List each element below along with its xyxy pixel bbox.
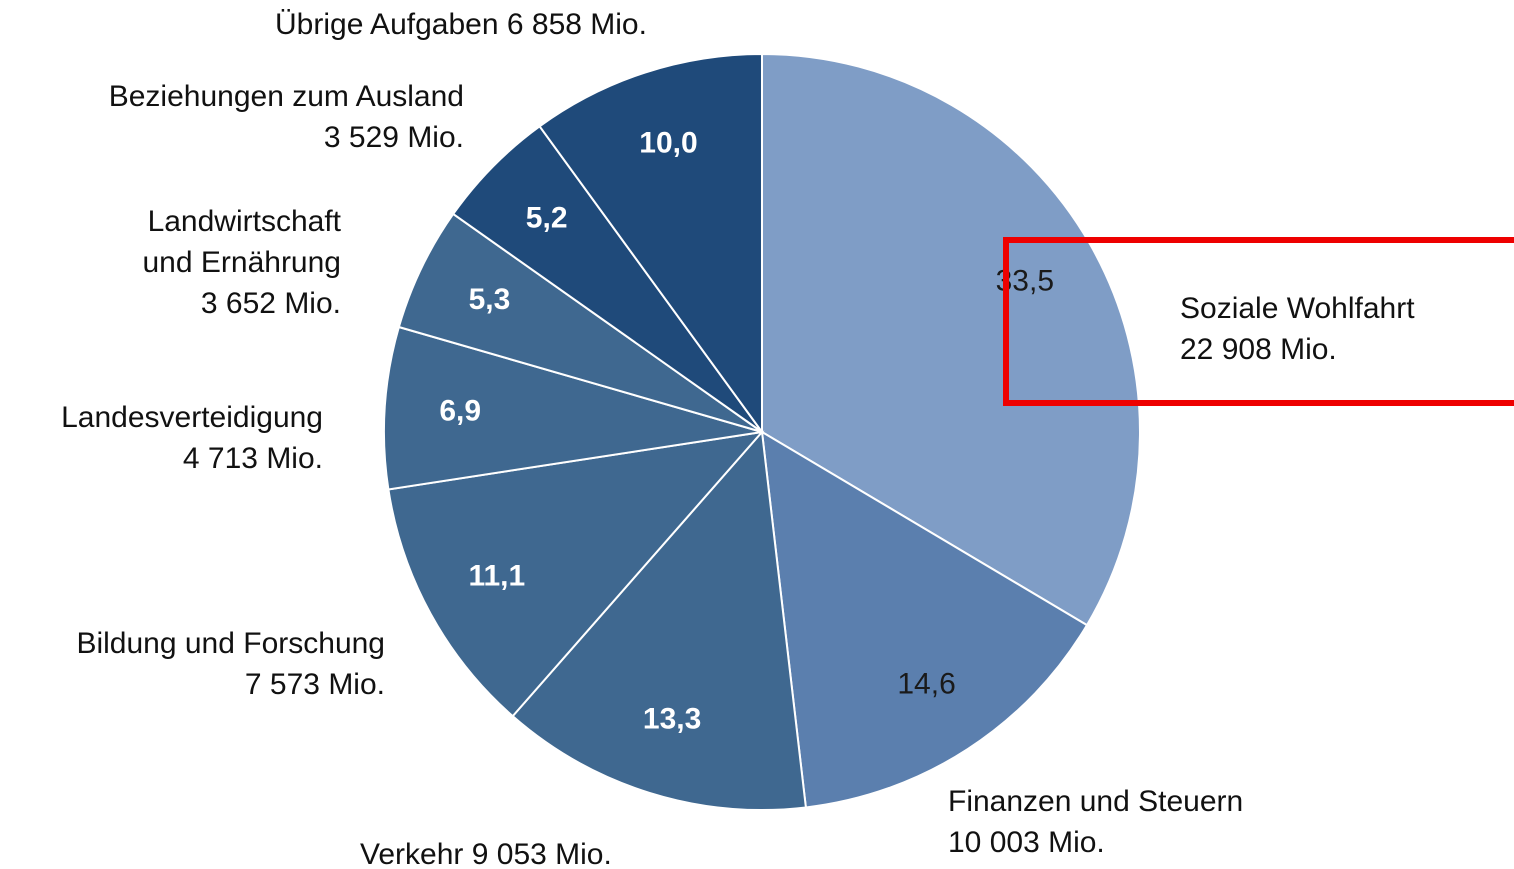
category-name: Bildung und Forschung <box>76 627 385 660</box>
slice-value-label: 14,6 <box>897 668 955 701</box>
category-amount: 4 713 Mio. <box>182 442 323 475</box>
slice-label: Soziale Wohlfahrt 22 908 Mio. <box>1180 288 1415 370</box>
category-name: Übrige Aufgaben <box>275 8 499 41</box>
category-name: Beziehungen zum Ausland <box>108 80 464 113</box>
slice-label: Bildung und Forschung 7 573 Mio. <box>76 623 385 705</box>
category-name: Landwirtschaft und Ernährung <box>142 205 342 279</box>
category-amount: 22 908 Mio. <box>1180 333 1337 366</box>
slice-value-label: 6,9 <box>439 394 481 427</box>
highlight-box <box>1003 237 1514 406</box>
slice-label: Verkehr 9 053 Mio. <box>360 834 612 869</box>
category-name: Finanzen und Steuern <box>948 785 1244 818</box>
slice-value-label: 13,3 <box>643 703 701 736</box>
slice-value-label: 5,2 <box>526 202 568 235</box>
category-amount: 9 053 Mio. <box>471 838 612 869</box>
slice-label: Landwirtschaft und Ernährung 3 652 Mio. <box>91 201 342 324</box>
slice-value-label: 10,0 <box>639 126 697 159</box>
pie-slice <box>760 430 1089 809</box>
category-amount: 3 529 Mio. <box>323 121 464 154</box>
pie-slice <box>761 52 1141 627</box>
category-amount: 3 652 Mio. <box>200 287 341 320</box>
pie-slice <box>387 430 765 718</box>
slice-label: Landesverteidigung 4 713 Mio. <box>61 397 323 479</box>
slice-label: Finanzen und Steuern 10 003 Mio. <box>948 781 1243 863</box>
slice-label: Übrige Aufgaben 6 858 Mio. <box>275 4 647 45</box>
pie-slice <box>538 52 763 436</box>
category-amount: 10 003 Mio. <box>948 826 1105 859</box>
category-name: Verkehr <box>360 838 464 869</box>
category-name: Landesverteidigung <box>61 401 323 434</box>
slice-label: Beziehungen zum Ausland 3 529 Mio. <box>109 76 464 158</box>
pie-slice <box>383 325 763 491</box>
pie-slice <box>511 429 807 811</box>
slice-value-label: 5,3 <box>469 283 511 316</box>
category-amount: 7 573 Mio. <box>244 668 385 701</box>
slice-value-label: 11,1 <box>468 559 525 592</box>
category-amount: 6 858 Mio. <box>506 8 647 41</box>
category-name: Soziale Wohlfahrt <box>1180 292 1415 325</box>
